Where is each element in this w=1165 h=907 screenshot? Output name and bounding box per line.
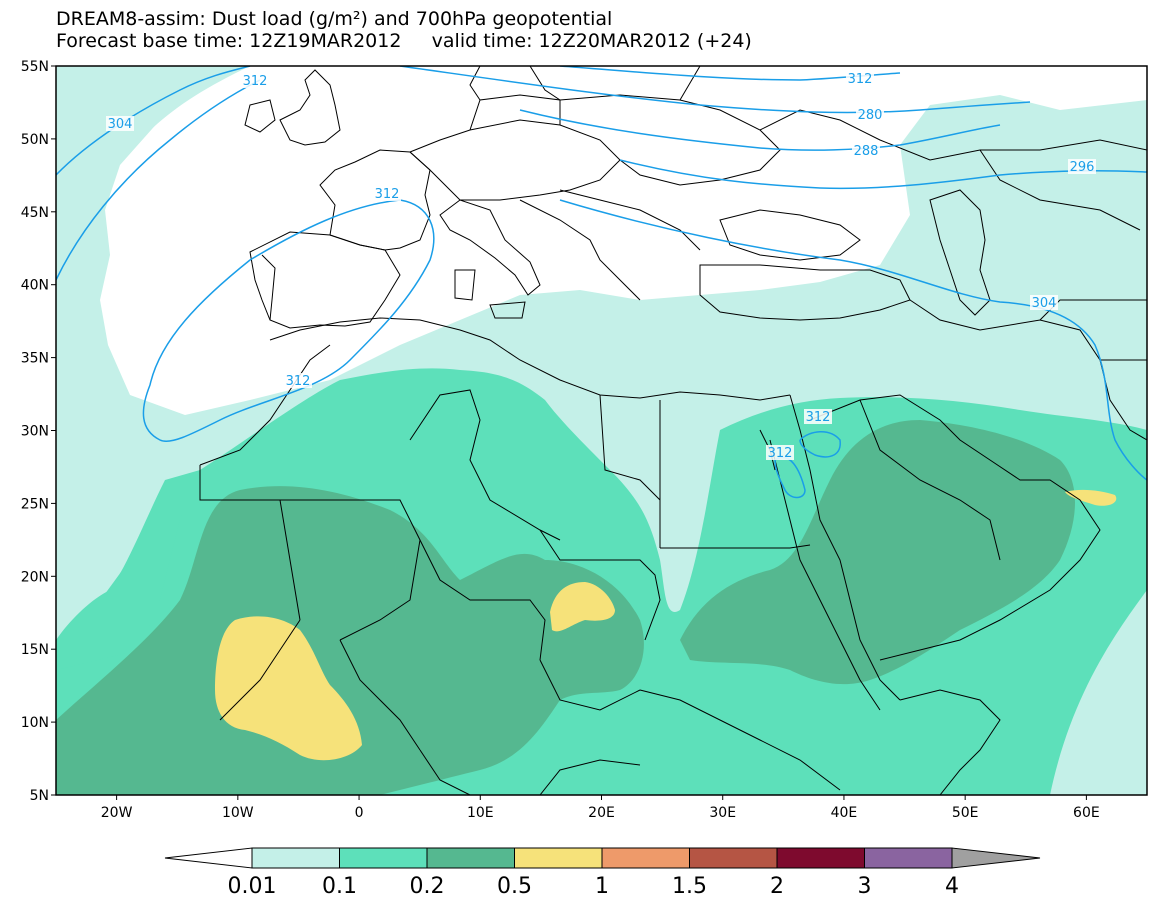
contour-304-west — [56, 66, 251, 176]
lat-tick-label: 55N — [21, 59, 49, 75]
contour-label: 280 — [858, 108, 883, 123]
longitude-axis: 20W 10W 0 10E 20E 30E 40E 50E 60E — [101, 795, 1100, 821]
colorbar-swatch — [251, 847, 340, 869]
contour-label-bg — [241, 73, 269, 88]
contour-label: 304 — [1032, 296, 1057, 311]
lon-tick-label: 50E — [952, 805, 979, 821]
lon-tick-label: 30E — [709, 805, 736, 821]
colorbar-level-label: 1 — [595, 874, 609, 899]
contour-labels: 304 312 312 312 280 288 296 304 312 312 312 — [106, 71, 1096, 461]
contour-label-bg — [766, 445, 794, 460]
dust-level-high-area-west-africa — [215, 616, 362, 761]
contour-label: 312 — [848, 72, 873, 87]
colorbar-level-label: 0.5 — [497, 874, 532, 899]
lat-tick-label: 45N — [21, 205, 49, 221]
contour-label: 312 — [286, 374, 311, 389]
contour-296 — [519, 109, 1001, 151]
colorbar-swatch — [426, 847, 515, 869]
lat-tick-label: 5N — [30, 788, 49, 804]
map-plot-area: 304 312 312 312 280 288 296 304 312 312 312 — [56, 66, 1147, 795]
colorbar-level-label: 0.01 — [228, 874, 277, 899]
dust-level-dark-area-arabia — [680, 420, 1075, 685]
colorbar-swatch — [601, 847, 690, 869]
lon-tick-label: 40E — [831, 805, 858, 821]
dust-level-medium-area-atlantic — [56, 470, 200, 670]
contour-312-redsea-b — [774, 456, 806, 499]
colorbar-level-label: 2 — [770, 874, 784, 899]
dust-level-high-area-oman — [1065, 489, 1117, 506]
lat-tick-label: 50N — [21, 132, 49, 148]
map-subtitle: Forecast base time: 12Z19MAR2012 valid t… — [56, 30, 752, 52]
lat-tick-label: 40N — [21, 278, 49, 294]
contour-label-bg — [852, 143, 880, 158]
contour-label: 288 — [854, 144, 879, 159]
contour-label-bg — [284, 373, 312, 388]
contour-288 — [399, 66, 1031, 114]
colorbar-level-label: 0.2 — [410, 874, 445, 899]
contour-label: 312 — [806, 410, 831, 425]
colorbar-level-label: 0.1 — [322, 874, 357, 899]
contour-label-bg — [856, 107, 884, 122]
colorbar-level-label: 3 — [858, 874, 872, 899]
contour-label-bg — [846, 71, 874, 86]
geopotential-contours — [56, 66, 1147, 499]
lat-tick-label: 15N — [21, 642, 49, 658]
lon-tick-label: 10E — [467, 805, 494, 821]
lat-tick-label: 20N — [21, 569, 49, 585]
contour-label: 304 — [108, 117, 133, 132]
contour-label-bg — [106, 116, 134, 131]
lat-tick-label: 35N — [21, 351, 49, 367]
colorbar-high-arrow — [951, 847, 1041, 869]
colorbar-swatch — [339, 847, 428, 869]
contour-label-bg — [1030, 295, 1058, 310]
contour-label-bg — [373, 186, 401, 201]
dust-level-light-area-north — [56, 66, 250, 160]
contour-label-bg — [804, 409, 832, 424]
lon-tick-label: 10W — [222, 805, 254, 821]
contour-312-redsea-a — [799, 431, 841, 458]
colorbar-swatch — [864, 847, 953, 869]
colorbar-swatch — [689, 847, 778, 869]
dust-level-dark-area — [56, 486, 644, 795]
dust-level-high-area-chad — [550, 582, 615, 632]
colorbar-swatch — [776, 847, 865, 869]
lon-tick-label: 20E — [588, 805, 615, 821]
lon-tick-label: 20W — [101, 805, 133, 821]
colorbar-level-label: 4 — [945, 874, 959, 899]
contour-312-main — [142, 199, 435, 442]
lat-tick-label: 25N — [21, 496, 49, 512]
lon-tick-label: 0 — [355, 805, 364, 821]
colorbar-level-label: 1.5 — [672, 874, 707, 899]
contour-312-east — [559, 199, 1147, 481]
colorbar: 0.01 0.1 0.2 0.5 1 1.5 2 3 4 — [164, 847, 1041, 899]
map-title: DREAM8-assim: Dust load (g/m²) and 700hP… — [56, 8, 613, 30]
contour-label-bg — [1068, 159, 1096, 174]
lon-tick-label: 60E — [1073, 805, 1100, 821]
colorbar-low-arrow — [164, 847, 253, 869]
contour-label: 312 — [375, 187, 400, 202]
latitude-axis: 55N 50N 45N 40N 35N 30N 25N 20N 15N 10N 5N — [21, 59, 56, 804]
country-borders — [199, 66, 1147, 795]
contour-label: 312 — [768, 446, 793, 461]
contour-label: 296 — [1070, 160, 1095, 175]
colorbar-swatch — [514, 847, 603, 869]
contour-label: 312 — [243, 74, 268, 89]
lat-tick-label: 30N — [21, 424, 49, 440]
contour-312-northwest — [56, 79, 261, 281]
lat-tick-label: 10N — [21, 715, 49, 731]
